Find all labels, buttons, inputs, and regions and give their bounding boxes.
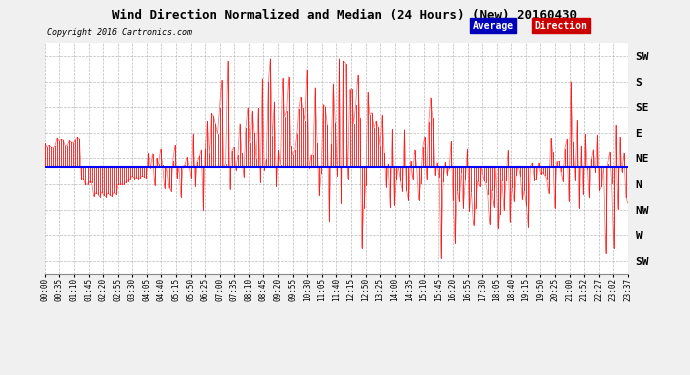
Text: Copyright 2016 Cartronics.com: Copyright 2016 Cartronics.com	[47, 28, 192, 37]
Text: Average: Average	[473, 21, 514, 31]
Text: Direction: Direction	[535, 21, 588, 31]
Text: Wind Direction Normalized and Median (24 Hours) (New) 20160430: Wind Direction Normalized and Median (24…	[112, 9, 578, 22]
